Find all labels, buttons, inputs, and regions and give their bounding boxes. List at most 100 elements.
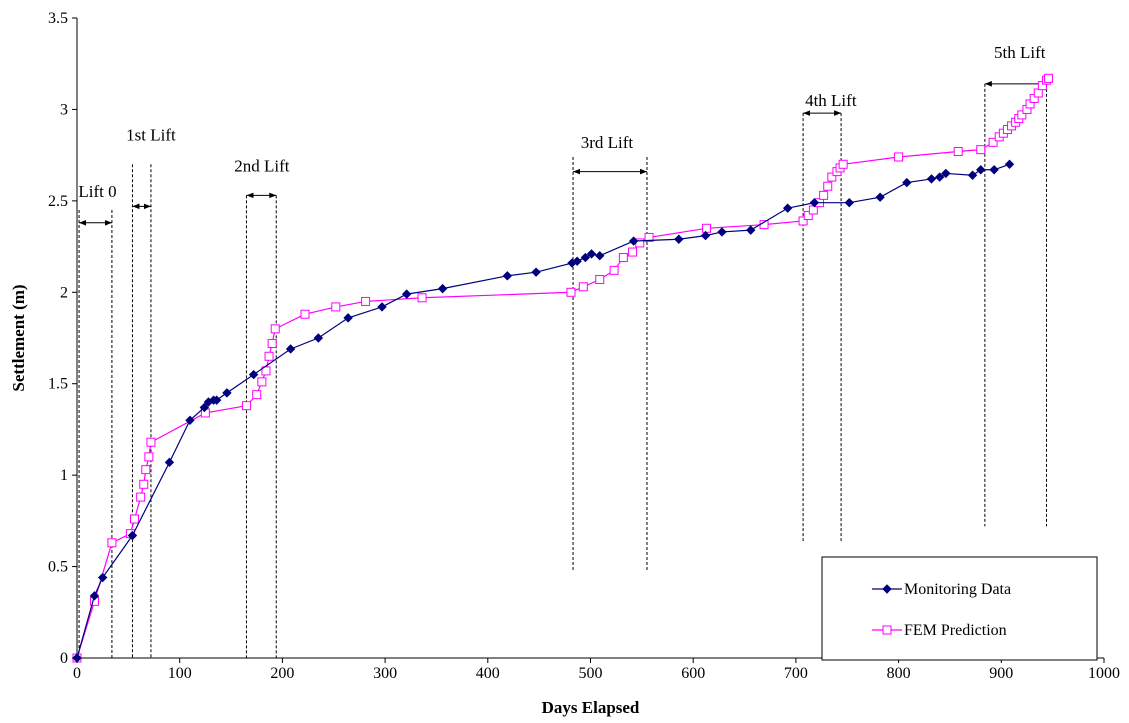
- x-tick-label: 800: [887, 665, 911, 682]
- data-point: [988, 137, 998, 147]
- y-tick-label: 1: [60, 467, 68, 484]
- data-point: [130, 514, 140, 524]
- x-axis-title: Days Elapsed: [542, 698, 640, 717]
- data-point: [401, 289, 412, 299]
- lift-annotation-4: 4th Lift: [802, 91, 857, 541]
- data-point: [185, 415, 195, 425]
- data-point: [1044, 73, 1054, 83]
- legend-item-fem: FEM Prediction: [872, 622, 1007, 639]
- lift-annotation-2: 2nd Lift: [234, 157, 290, 658]
- data-point: [976, 165, 986, 175]
- data-point: [285, 344, 296, 354]
- data-point: [782, 203, 793, 213]
- data-point: [257, 377, 267, 387]
- data-point: [252, 390, 262, 400]
- series-layer: [72, 73, 1054, 663]
- x-tick-label: 100: [168, 665, 192, 682]
- data-point: [595, 251, 605, 261]
- data-point: [572, 256, 582, 266]
- data-point: [1004, 159, 1015, 169]
- data-point: [819, 190, 829, 200]
- data-point: [700, 230, 711, 241]
- lift-annotation-5: 5th Lift: [984, 43, 1047, 527]
- data-point: [827, 172, 837, 182]
- lift-annotation-1: 1st Lift: [126, 126, 176, 658]
- lift-label: 5th Lift: [994, 43, 1046, 62]
- data-point: [674, 234, 684, 244]
- x-tick-label: 700: [784, 665, 808, 682]
- data-point: [902, 177, 912, 188]
- lift-annotation-0: Lift 0: [78, 182, 117, 658]
- data-point: [141, 465, 151, 475]
- data-point: [578, 282, 588, 292]
- data-point: [270, 324, 280, 334]
- data-point: [331, 302, 341, 312]
- data-point: [1017, 110, 1027, 120]
- x-tick-label: 500: [579, 665, 603, 682]
- y-tick-label: 3: [60, 101, 68, 118]
- data-point: [809, 197, 820, 208]
- data-point: [267, 338, 277, 348]
- data-point: [437, 283, 448, 294]
- data-point: [417, 293, 427, 303]
- data-point: [264, 351, 274, 361]
- data-point: [146, 437, 156, 447]
- data-point: [566, 287, 576, 297]
- data-point: [628, 236, 639, 246]
- legend-marker-shape: [882, 584, 892, 594]
- data-point: [808, 205, 818, 215]
- data-point: [702, 223, 712, 233]
- data-point: [136, 492, 146, 502]
- x-tick-label: 400: [476, 665, 500, 682]
- data-point: [934, 172, 945, 182]
- data-point: [89, 591, 100, 601]
- y-axis-ticks: 0 0.5 1 1.5 2 2.5 3 3.5: [48, 10, 77, 667]
- legend: Monitoring Data FEM Prediction: [821, 556, 1098, 661]
- y-axis-title: Settlement (m): [9, 284, 28, 391]
- lift-label: 2nd Lift: [234, 157, 290, 176]
- data-point: [746, 225, 756, 235]
- data-point: [222, 388, 232, 398]
- legend-marker-shape: [882, 625, 892, 635]
- legend-label-fem: FEM Prediction: [904, 622, 1007, 639]
- data-point: [618, 253, 628, 263]
- data-point: [926, 174, 937, 184]
- data-point: [502, 271, 513, 281]
- lift-label: 3rd Lift: [581, 133, 634, 152]
- data-point: [803, 210, 813, 220]
- data-point: [531, 267, 541, 277]
- data-point: [976, 145, 986, 155]
- y-tick-label: 2: [60, 284, 68, 301]
- x-tick-label: 900: [989, 665, 1013, 682]
- data-point: [823, 181, 833, 191]
- data-point: [628, 247, 638, 257]
- legend-box: [821, 556, 1098, 661]
- data-point: [838, 159, 848, 169]
- data-point: [595, 274, 605, 284]
- lift-label: 1st Lift: [126, 126, 176, 145]
- x-tick-label: 200: [270, 665, 294, 682]
- data-point: [144, 452, 154, 462]
- series-monitoring: [72, 159, 1015, 663]
- x-axis-ticks: 0 100 200 300 400 500 600 700 800 900 1000: [73, 658, 1120, 682]
- data-point: [343, 313, 353, 323]
- data-point: [580, 252, 591, 263]
- data-point: [609, 265, 619, 275]
- data-point: [967, 170, 978, 180]
- data-point: [953, 146, 963, 156]
- data-point: [894, 152, 904, 162]
- data-point: [361, 296, 371, 306]
- legend-marker-fem: [882, 625, 892, 635]
- data-point: [164, 457, 175, 468]
- data-point: [586, 249, 597, 259]
- lift-annotations: Lift 0 1st Lift 2nd Lift 3rd Lift 4th Lift 5t…: [78, 43, 1047, 658]
- data-point: [1033, 88, 1043, 98]
- data-point: [941, 168, 951, 179]
- data-point: [300, 309, 310, 319]
- data-point: [717, 227, 727, 237]
- data-point: [241, 401, 251, 411]
- x-tick-label: 600: [681, 665, 705, 682]
- data-point: [313, 333, 324, 343]
- lift-label: 4th Lift: [805, 91, 857, 110]
